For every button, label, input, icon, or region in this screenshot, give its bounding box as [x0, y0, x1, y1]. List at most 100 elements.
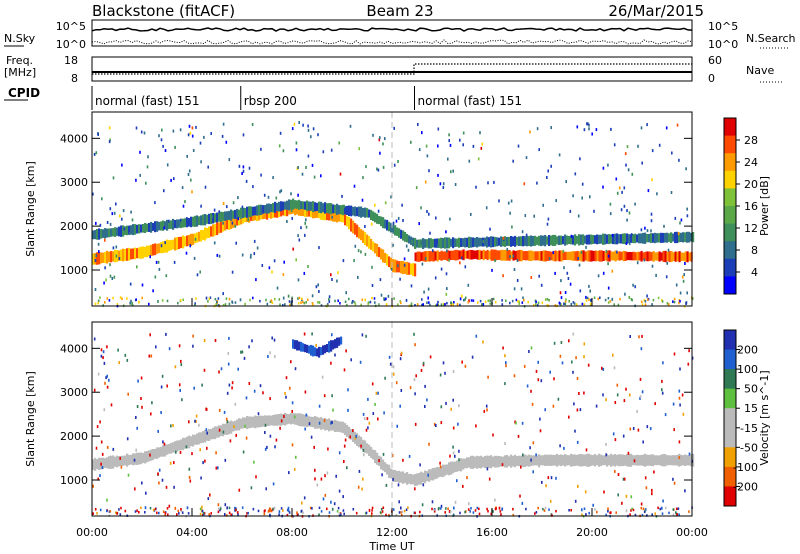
scatter-cell: [529, 130, 531, 134]
ground-cell: [108, 510, 111, 513]
ground-cell: [585, 299, 588, 302]
range-cell: [604, 455, 607, 466]
scatter-cell: [297, 166, 299, 169]
scatter-cell: [160, 385, 163, 389]
scatter-cell: [601, 366, 603, 370]
scatter-cell: [99, 474, 101, 478]
scatter-cell: [576, 440, 579, 444]
range-cell: [616, 233, 619, 245]
range-cell: [562, 236, 565, 245]
scatter-cell: [377, 417, 379, 421]
scatter-cell: [565, 180, 567, 184]
scatter-cell: [435, 216, 437, 220]
scatter-cell: [349, 435, 351, 439]
range-cell: [544, 250, 547, 262]
scatter-cell: [447, 157, 449, 161]
noise-right-tick-top: 10^5: [708, 20, 738, 33]
scatter-cell: [195, 420, 197, 423]
scatter-cell: [552, 404, 555, 408]
scatter-cell: [290, 360, 292, 364]
range-cell: [94, 253, 97, 265]
range-cell: [130, 248, 133, 260]
ground-cell: [244, 302, 246, 306]
scatter-cell: [346, 466, 348, 470]
ground-cell: [268, 507, 271, 510]
ground-cell: [613, 303, 615, 306]
range-cell: [684, 251, 687, 262]
scatter-cell: [629, 427, 632, 431]
scatter-cell: [109, 138, 111, 142]
scatter-cell: [358, 206, 360, 210]
scatter-cell: [529, 446, 531, 450]
range-cell: [166, 219, 169, 231]
range-cell: [222, 220, 225, 232]
range-cell: [380, 216, 383, 227]
scatter-cell: [295, 148, 298, 152]
scatter-cell: [278, 144, 281, 148]
range-cell: [370, 238, 373, 250]
range-cell: [676, 455, 679, 466]
scatter-cell: [245, 179, 248, 183]
range-cell: [402, 471, 405, 484]
ground-cell: [651, 513, 653, 516]
range-cell: [252, 206, 255, 216]
scatter-cell: [205, 407, 208, 411]
cpid-strip: CPID normal (fast) 151 rbsp 200 normal (fa…: [4, 86, 522, 110]
scatter-cell: [382, 142, 384, 146]
scatter-cell: [678, 158, 680, 162]
range-cell: [302, 201, 305, 210]
ground-cell: [305, 301, 307, 304]
range-cell: [692, 453, 695, 467]
ground-cell: [398, 511, 401, 514]
scatter-cell: [379, 151, 381, 155]
range-cell: [640, 455, 643, 466]
scatter-cell: [470, 212, 472, 216]
ground-cell: [385, 513, 387, 517]
ground-cell: [216, 300, 218, 304]
ground-cell: [237, 513, 239, 516]
range-cell: [336, 203, 339, 215]
scatter-cell: [293, 415, 296, 419]
ground-cell: [280, 507, 283, 510]
ground-cell: [306, 298, 309, 301]
ground-cell: [518, 300, 520, 303]
range-cell: [362, 439, 365, 450]
range-cell: [474, 456, 477, 468]
range-cell: [442, 251, 445, 260]
range-cell: [164, 221, 167, 230]
scatter-cell: [651, 264, 654, 268]
ground-cell: [126, 297, 128, 300]
y-tick-label: 3000: [60, 386, 88, 399]
ground-cell: [217, 297, 220, 300]
scatter-cell: [269, 351, 271, 355]
scatter-cell: [458, 458, 460, 462]
scatter-cell: [647, 189, 650, 193]
range-cell: [520, 236, 523, 247]
range-cell: [284, 203, 287, 217]
scatter-cell: [97, 242, 100, 246]
cpid-segment-label: normal (fast) 151: [418, 94, 522, 108]
scatter-cell: [559, 444, 561, 448]
scatter-cell: [424, 384, 426, 388]
range-cell: [206, 430, 209, 441]
scatter-cell: [324, 474, 326, 478]
range-cell: [424, 239, 427, 248]
range-cell: [566, 455, 569, 466]
range-cell: [308, 201, 311, 211]
range-cell: [352, 206, 355, 216]
range-cell: [330, 420, 333, 431]
ground-cell: [675, 511, 677, 514]
scatter-cell: [121, 163, 123, 167]
scatter-cell: [482, 340, 484, 344]
scatter-cell: [193, 386, 195, 390]
range-cell: [652, 233, 655, 243]
scatter-cell: [628, 211, 631, 215]
range-cell: [200, 432, 203, 444]
scatter-cell: [572, 370, 574, 374]
range-cell: [484, 455, 487, 469]
range-cell: [118, 226, 121, 237]
ground-cell: [99, 508, 102, 512]
range-cell: [368, 236, 371, 249]
range-cell: [564, 251, 567, 260]
range-cell: [128, 225, 131, 235]
